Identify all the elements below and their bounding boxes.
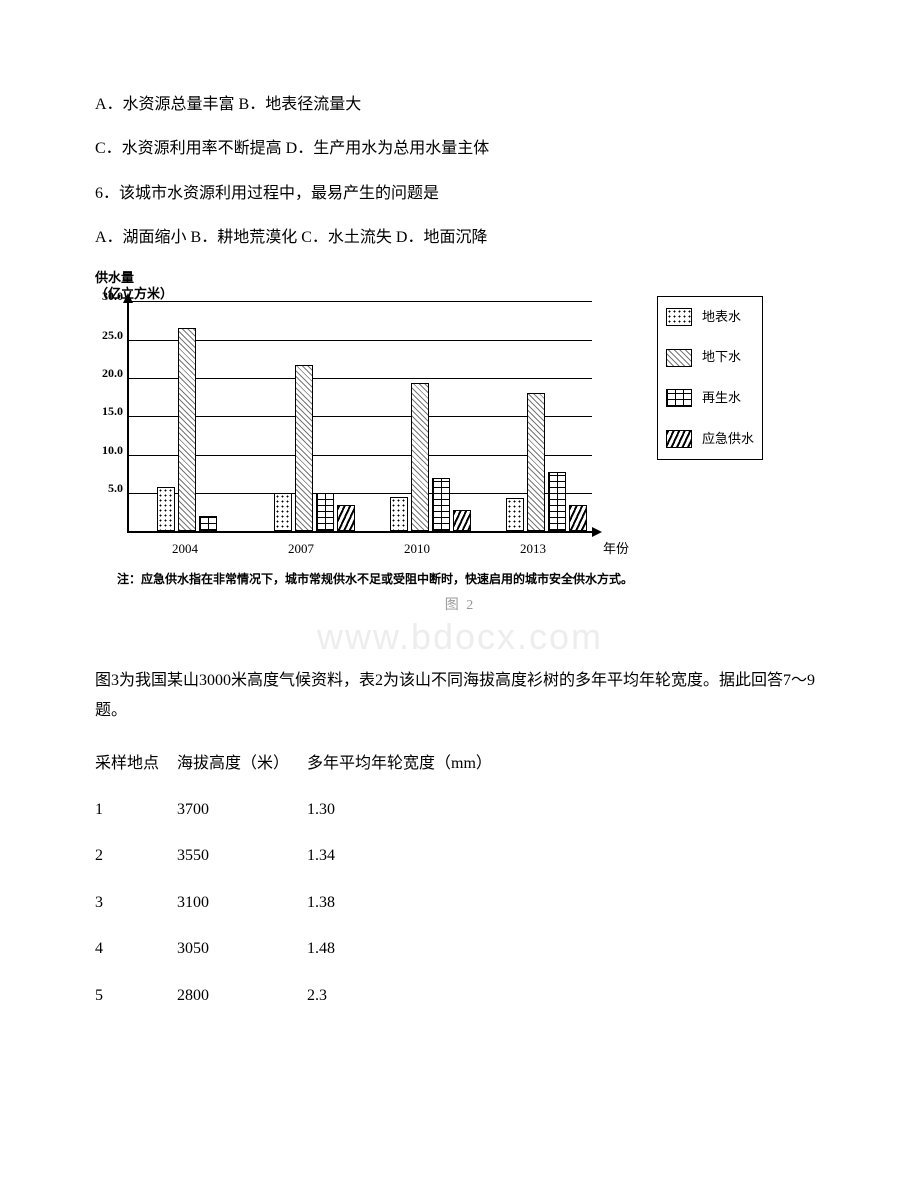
table-row: 528002.3 xyxy=(95,973,510,1019)
chart-caption: 图 2 xyxy=(95,593,825,620)
gridline xyxy=(129,301,592,302)
x-axis-unit: 年份 xyxy=(603,537,629,562)
legend-swatch-icon xyxy=(666,308,692,326)
bar xyxy=(432,478,450,532)
plot-area xyxy=(127,303,592,533)
table-cell: 3050 xyxy=(177,926,307,972)
bar xyxy=(390,497,408,532)
x-axis-label: 2013 xyxy=(475,537,591,562)
legend-label: 地下水 xyxy=(702,345,741,370)
chart-footnote: 注：应急供水指在非常情况下，城市常规供水不足或受阻中断时，快速启用的城市安全供水… xyxy=(117,568,825,591)
legend-swatch-icon xyxy=(666,430,692,448)
legend-item: 应急供水 xyxy=(666,427,754,452)
bar xyxy=(569,505,587,532)
table-cell: 1.30 xyxy=(307,787,510,833)
y-axis-title: 供水量 （亿立方米） xyxy=(95,270,625,304)
table-row: 331001.38 xyxy=(95,880,510,926)
table-header-cell: 采样地点 xyxy=(95,741,177,787)
bar xyxy=(411,383,429,531)
y-axis-title-line1: 供水量 xyxy=(95,270,625,287)
table-cell: 2 xyxy=(95,833,177,879)
table-header-cell: 多年平均年轮宽度（mm） xyxy=(307,741,510,787)
bar xyxy=(548,472,566,532)
x-axis-labels: 2004200720102013 年份 xyxy=(127,537,629,562)
legend-item: 再生水 xyxy=(666,386,754,411)
x-axis-arrow-icon xyxy=(592,527,602,537)
table-cell: 3700 xyxy=(177,787,307,833)
table-cell: 5 xyxy=(95,973,177,1019)
bar xyxy=(274,493,292,531)
table-header-cell: 海拔高度（米） xyxy=(177,741,307,787)
bar xyxy=(337,505,355,532)
legend-item: 地下水 xyxy=(666,345,754,370)
bar xyxy=(453,510,471,531)
bar-group xyxy=(506,393,587,531)
table-cell: 1.48 xyxy=(307,926,510,972)
table-row: 137001.30 xyxy=(95,787,510,833)
legend-item: 地表水 xyxy=(666,305,754,330)
legend-label: 地表水 xyxy=(702,305,741,330)
table-cell: 1 xyxy=(95,787,177,833)
x-axis-label: 2004 xyxy=(127,537,243,562)
bar xyxy=(527,393,545,531)
bar xyxy=(178,328,196,531)
table-cell: 1.34 xyxy=(307,833,510,879)
legend-label: 再生水 xyxy=(702,386,741,411)
bar-group xyxy=(390,383,471,531)
legend-label: 应急供水 xyxy=(702,427,754,452)
table-cell: 1.38 xyxy=(307,880,510,926)
table-row: 430501.48 xyxy=(95,926,510,972)
table-cell: 3550 xyxy=(177,833,307,879)
legend-swatch-icon xyxy=(666,389,692,407)
question-6: 6．该城市水资源利用过程中，最易产生的问题是 xyxy=(95,179,825,209)
table-cell: 3 xyxy=(95,880,177,926)
table-cell: 3100 xyxy=(177,880,307,926)
x-axis-label: 2010 xyxy=(359,537,475,562)
table-row: 235501.34 xyxy=(95,833,510,879)
table-cell: 2800 xyxy=(177,973,307,1019)
bar xyxy=(316,493,334,531)
question-6-options: A．湖面缩小 B．耕地荒漠化 C．水土流失 D．地面沉降 xyxy=(95,223,825,253)
figure-2-chart: 供水量 （亿立方米） 5.010.015.020.025.030.0 20042… xyxy=(95,268,825,620)
bar xyxy=(295,365,313,531)
table-2: 采样地点海拔高度（米）多年平均年轮宽度（mm） 137001.30235501.… xyxy=(95,741,510,1019)
table-cell: 2.3 xyxy=(307,973,510,1019)
bar-group xyxy=(274,365,355,531)
option-line-ab: A．水资源总量丰富 B．地表径流量大 xyxy=(95,90,825,120)
option-line-cd: C．水资源利用率不断提高 D．生产用水为总用水量主体 xyxy=(95,134,825,164)
bar xyxy=(199,516,217,531)
question-7-9-stem: 图3为我国某山3000米高度气候资料，表2为该山不同海拔高度衫树的多年平均年轮宽… xyxy=(95,666,825,727)
chart-legend: 地表水地下水再生水应急供水 xyxy=(657,296,763,461)
x-axis-label: 2007 xyxy=(243,537,359,562)
y-axis-ticks: 5.010.015.020.025.030.0 xyxy=(95,303,127,533)
legend-swatch-icon xyxy=(666,349,692,367)
bar xyxy=(506,498,524,531)
bar xyxy=(157,487,175,531)
bar-group xyxy=(157,328,217,531)
table-cell: 4 xyxy=(95,926,177,972)
